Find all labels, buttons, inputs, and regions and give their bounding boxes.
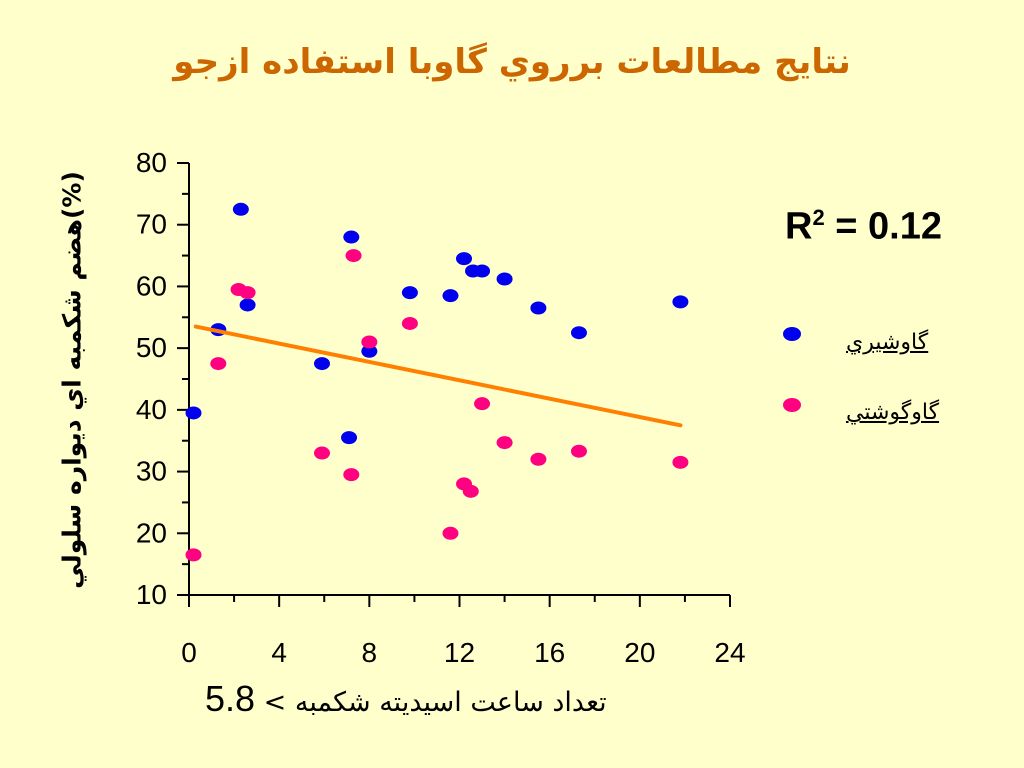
data-point-beef-cow <box>570 444 587 458</box>
data-point-dairy-cow <box>239 298 256 312</box>
data-point-beef-cow <box>474 397 491 411</box>
data-point-beef-cow <box>239 286 256 300</box>
x-tick-label: 16 <box>534 637 565 668</box>
legend-marker-dairy-cow <box>783 327 801 341</box>
legend-label-beef-cow: گاوگوشتي <box>846 400 940 425</box>
data-point-beef-cow <box>313 446 330 460</box>
x-axis-label-threshold: 5.8 <box>205 678 256 719</box>
r-squared-symbol: R <box>785 205 813 248</box>
y-tick-label: 60 <box>136 270 167 301</box>
data-point-beef-cow <box>530 452 547 466</box>
data-point-beef-cow <box>345 249 362 263</box>
data-point-beef-cow <box>361 335 378 349</box>
y-tick-label: 20 <box>136 517 167 548</box>
x-axis-label: 5.8 < تعداد ساعت اسيديته شکمبه <box>205 678 607 720</box>
data-point-beef-cow <box>401 316 418 330</box>
x-tick-label: 12 <box>444 637 475 668</box>
x-tick-label: 4 <box>271 637 287 668</box>
data-point-dairy-cow <box>456 252 473 266</box>
slide-title: نتايج مطالعات برروي گاوبا استفاده ازجو <box>173 42 851 82</box>
data-point-dairy-cow <box>232 202 249 216</box>
data-point-beef-cow <box>442 526 459 540</box>
data-point-dairy-cow <box>341 431 358 445</box>
data-point-dairy-cow <box>530 301 547 315</box>
x-tick-label: 8 <box>362 637 378 668</box>
y-tick-label: 30 <box>136 456 167 487</box>
data-point-dairy-cow <box>361 344 378 358</box>
legend-marker-beef-cow <box>783 398 801 412</box>
legend-label-dairy-cow: گاوشيري <box>846 330 929 355</box>
data-point-beef-cow <box>672 455 689 469</box>
data-point-dairy-cow <box>570 326 587 340</box>
x-tick-label: 0 <box>181 637 197 668</box>
data-point-dairy-cow <box>496 272 513 286</box>
data-point-beef-cow <box>462 484 479 498</box>
x-axis-label-text: < تعداد ساعت اسيديته شکمبه <box>255 687 607 718</box>
data-point-beef-cow <box>185 548 202 562</box>
data-point-dairy-cow <box>313 357 330 371</box>
x-tick-label: 20 <box>624 637 655 668</box>
trendline <box>193 324 683 428</box>
r-squared-superscript: 2 <box>812 205 825 230</box>
data-point-dairy-cow <box>343 230 360 244</box>
data-point-beef-cow <box>343 468 360 482</box>
data-point-dairy-cow <box>672 295 689 309</box>
data-point-dairy-cow <box>401 286 418 300</box>
r-squared-value: = 0.12 <box>824 205 942 248</box>
y-tick-label: 10 <box>136 579 167 610</box>
data-point-dairy-cow <box>474 264 491 278</box>
data-point-beef-cow <box>210 357 227 371</box>
y-tick-label: 70 <box>136 209 167 240</box>
x-tick-label: 24 <box>714 637 745 668</box>
y-tick-label: 40 <box>136 394 167 425</box>
data-point-dairy-cow <box>185 406 202 420</box>
r-squared-label: R2 = 0.12 <box>785 205 942 249</box>
data-point-beef-cow <box>496 436 513 450</box>
y-tick-label: 50 <box>136 332 167 363</box>
y-tick-label: 80 <box>136 147 167 178</box>
data-point-dairy-cow <box>442 289 459 303</box>
